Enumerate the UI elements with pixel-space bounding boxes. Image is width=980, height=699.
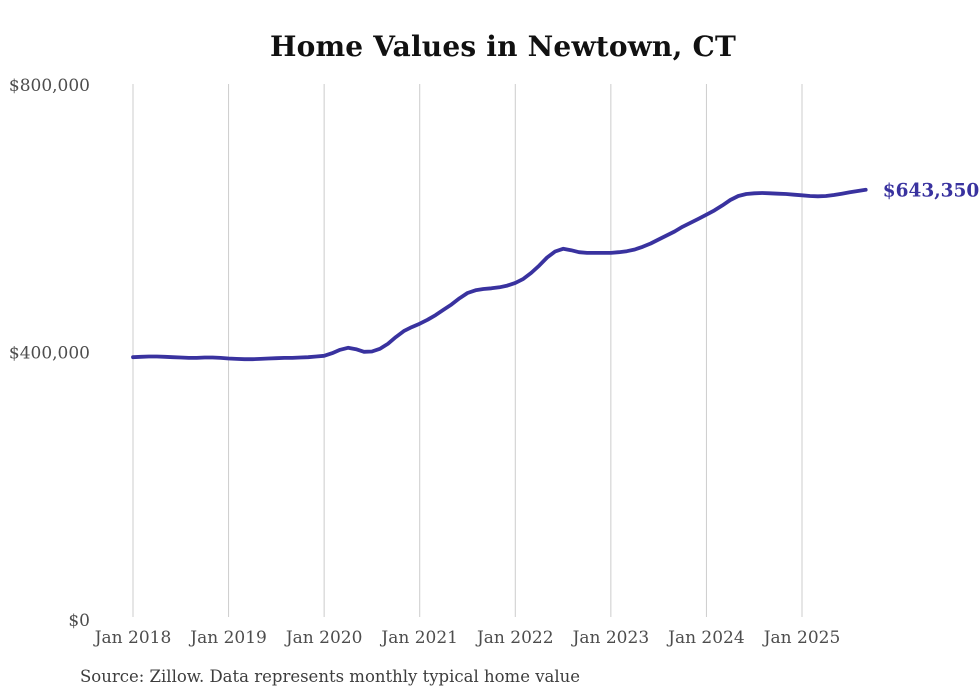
chart-title: Home Values in Newtown, CT — [269, 30, 737, 63]
x-tick-label: Jan 2022 — [475, 628, 554, 648]
y-tick-label: $400,000 — [9, 344, 90, 364]
x-tick-label: Jan 2024 — [666, 628, 745, 648]
x-tick-label: Jan 2020 — [284, 628, 363, 648]
x-tick-label: Jan 2023 — [571, 628, 650, 648]
x-tick-label: Jan 2021 — [379, 628, 458, 648]
x-tick-label: Jan 2018 — [93, 628, 172, 648]
source-note: Source: Zillow. Data represents monthly … — [80, 667, 581, 686]
x-tick-label: Jan 2025 — [762, 628, 841, 648]
home-value-series-line — [131, 187, 868, 362]
y-tick-label: $0 — [68, 611, 90, 631]
x-tick-label: Jan 2019 — [188, 628, 267, 648]
y-tick-label: $800,000 — [9, 76, 90, 96]
current-value-label: $643,350 — [883, 180, 980, 201]
